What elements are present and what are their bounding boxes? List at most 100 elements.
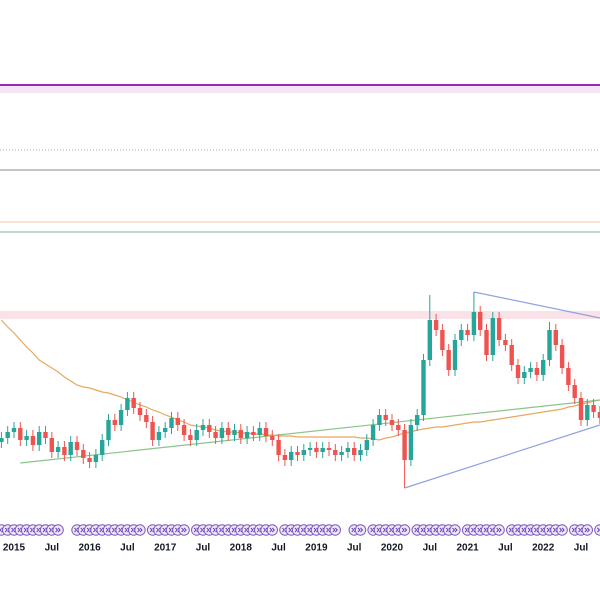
x-tick-label: 2018 [230,543,253,554]
candle-body [396,425,401,430]
candle-body [74,442,80,450]
candle-body [282,455,288,460]
candle-body [465,330,470,335]
candle-body [251,432,256,435]
event-icon-glyph [137,527,143,533]
event-icon-glyph [357,527,364,533]
candle-body [213,432,218,438]
candle-body [547,330,552,360]
candle-body [125,398,130,410]
candle-body [490,318,495,355]
candle-body [62,447,67,455]
candle-body [200,425,206,430]
candle-body [289,452,294,460]
event-icon-glyph [181,527,187,533]
candle-body [30,436,36,445]
candle-body [175,418,180,425]
candle-body [534,368,540,375]
candle-body [270,436,275,440]
event-icon-glyph [597,527,600,533]
candle-body [572,385,577,398]
candle-body [339,452,344,455]
x-tick-label: 2022 [532,543,555,554]
event-icon-glyph [269,527,275,533]
trendline [473,291,600,319]
candle-body [5,432,10,438]
candle-body [49,438,54,452]
candle-body [226,428,231,435]
candle-body [496,318,502,340]
candle-body [263,428,269,436]
candle-body [43,432,48,438]
x-tick-label: Jul [271,543,286,554]
x-tick-label: 2020 [381,543,404,554]
candle-body [559,345,565,368]
candle-body [68,442,73,455]
level-band [0,85,600,93]
candle-body [156,432,162,440]
candle-body [370,425,376,440]
candle-body [352,448,357,455]
candle-body [503,340,508,345]
candle-body [459,330,464,340]
candle-body [207,425,212,432]
candle-body [93,455,99,462]
x-tick-label: Jul [423,543,438,554]
trendline [20,399,600,464]
x-tick-label: 2019 [305,543,328,554]
candle-body [553,330,558,345]
candle-body [100,440,105,455]
candle-body [452,340,458,370]
candle-body [415,415,420,425]
candle-body [433,320,439,330]
candle-body [55,447,61,452]
candle-body [295,452,300,455]
candle-body [446,350,451,370]
x-tick-label: 2021 [456,543,479,554]
candle-body [118,410,124,425]
x-tick-label: Jul [45,543,60,554]
event-icon-glyph [584,527,590,533]
x-tick-label: Jul [574,543,589,554]
candle-body [478,312,483,330]
candle-body [421,360,426,415]
x-tick-label: Jul [498,543,513,554]
trendline [404,424,600,489]
candle-body [232,430,237,435]
x-tick-label: Jul [120,543,135,554]
candle-body [131,398,136,408]
candle-body [194,430,199,440]
x-tick-label: 2016 [78,543,101,554]
candle-body [257,428,262,435]
candle-body [106,420,111,440]
candle-body [163,428,168,432]
candle-body [383,415,388,420]
candle-body [11,428,17,432]
candle-body [509,345,514,365]
candle-body [333,450,338,455]
candle-body [219,428,225,438]
event-icon-glyph [401,527,408,533]
x-tick-label: Jul [196,543,211,554]
candle-body [578,398,584,420]
candle-body [0,438,4,442]
candle-body [320,448,325,452]
x-tick-label: 2015 [3,543,26,554]
candle-body [591,405,596,412]
event-icon-glyph [559,527,565,533]
candle-body [238,430,243,438]
candle-body [515,365,521,378]
moving-average [0,319,600,441]
candle-body [307,448,313,450]
event-icon-glyph [55,527,61,533]
candle-body [528,368,533,372]
candle-body [137,408,143,415]
candle-body [427,320,432,360]
candle-body [112,420,117,425]
candle-body [169,418,174,428]
candle-body [471,312,477,335]
event-icon-glyph [332,527,338,533]
candle-body [181,425,187,435]
